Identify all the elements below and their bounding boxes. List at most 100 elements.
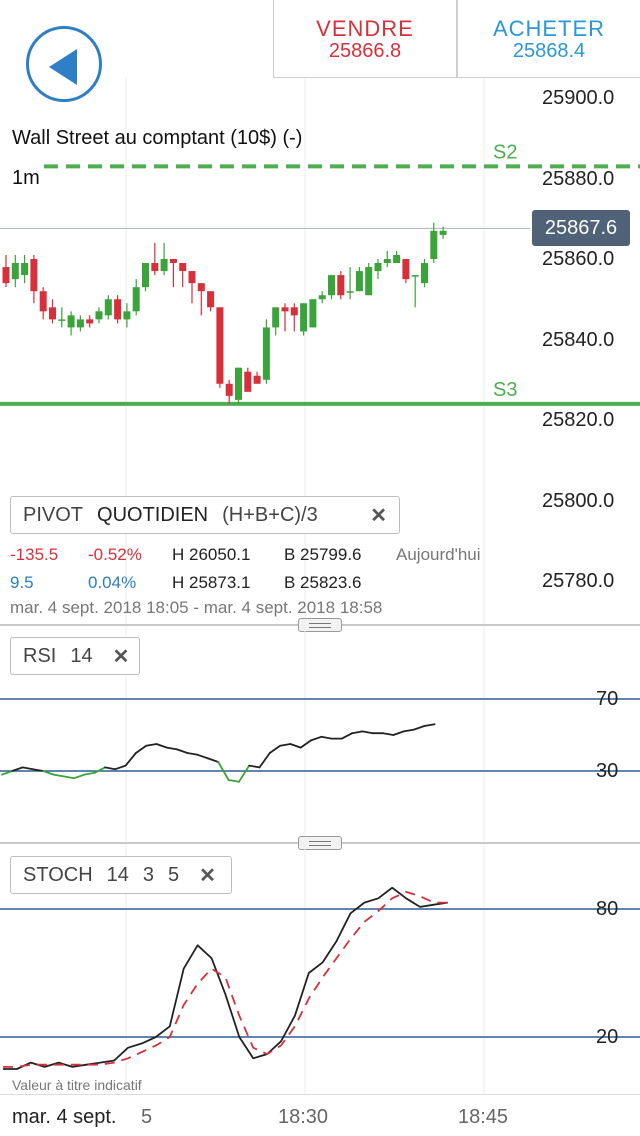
rsi-level-70: 70 [596,688,619,710]
pivot-high: H 26050.1 [172,545,251,564]
rsi-segment [248,764,261,769]
rsi-segment [268,744,282,754]
candle-body [30,259,38,292]
rsi-segment [361,730,374,735]
instrument-name: Wall Street au comptant (10$) (-) [12,127,303,149]
timeframe-label[interactable]: 1m [12,167,40,189]
y-tick-label: 25800.0 [542,489,615,512]
stoch-indicator-chip[interactable]: STOCH 14 3 5 ✕ [10,856,232,894]
y-tick-label: 25880.0 [542,167,615,190]
stoch-k-line [3,886,448,1070]
candle-body [104,299,112,316]
candle-body [253,375,261,384]
sell-label: VENDRE [316,16,414,41]
buy-label: ACHETER [492,16,606,41]
candle-body [11,263,19,280]
candle-body [383,259,391,264]
candle-body [39,291,47,312]
rsi-segment [279,743,292,747]
rsi-segment [186,752,199,756]
candle-body [21,263,29,276]
candle-body [123,311,131,320]
back-button[interactable] [26,26,102,102]
candle-body [86,319,94,324]
y-tick-label: 25840.0 [542,328,615,351]
pivot-date-range: mar. 4 sept. 2018 18:05 - mar. 4 sept. 2… [10,598,383,617]
stoch-p2: 3 [142,863,155,886]
close-icon[interactable]: ✕ [199,864,216,887]
rsi-segment [114,764,127,771]
current-price-tag: 25867.6 [532,210,630,247]
rsi-segment [155,743,168,749]
rsi-segment [1,770,14,776]
candle-body [337,275,345,296]
rsi-segment [32,768,45,772]
rsi-segment [62,775,75,780]
stoch-p1: 14 [106,863,129,886]
candle-body [374,263,382,272]
y-tick-label: 25780.0 [542,570,615,592]
rsi-level-30: 30 [596,760,619,782]
price-chart[interactable]: S2 S3 [0,78,640,624]
sell-price: 25866.8 [328,40,402,62]
close-icon[interactable]: ✕ [112,645,130,668]
rsi-chart[interactable] [0,626,640,842]
pivot-change-pct-2: 0.04% [88,573,137,592]
pivot-change-2: 9.5 [10,573,34,592]
buy-button[interactable]: ACHETER 25868.4 [457,0,640,78]
x-label-1845: 18:45 [458,1106,509,1128]
candle-body [355,271,363,292]
sell-button[interactable]: VENDRE 25866.8 [273,0,457,78]
y-tick-label: 25860.0 [542,248,615,270]
candle-body [225,383,233,396]
rsi-segment [258,752,271,769]
candle-body [439,230,447,235]
candle-body [281,307,289,312]
candle-body [49,307,56,320]
candle-body [402,259,410,280]
candle-body [346,291,354,293]
rsi-segment [382,732,395,736]
x-label-date: mar. 4 sept. [12,1106,117,1128]
candle-body [262,327,270,380]
pivot-indicator-chip[interactable]: PIVOT QUOTIDIEN (H+B+C)/3 ✕ [10,496,400,534]
close-icon[interactable]: ✕ [370,504,387,527]
rsi-segment [42,770,55,776]
pivot-low: B 25799.6 [284,545,362,564]
rsi-segment [217,761,230,781]
rsi-segment [145,743,158,747]
pivot-change-pct: -0.52% [88,545,142,564]
rsi-segment [93,766,106,774]
rsi-segment [134,744,148,754]
stoch-chart[interactable] [0,844,640,1094]
candle-body [151,263,159,272]
candle-body [365,267,373,296]
rsi-segment [104,766,117,771]
buy-price: 25868.4 [512,40,586,62]
rsi-segment [21,766,34,771]
rsi-segment [299,739,312,749]
y-tick-label: 25820.0 [542,409,615,431]
rsi-period: 14 [70,644,93,667]
pivot-period: QUOTIDIEN [97,503,209,526]
rsi-name: RSI [23,644,57,667]
candle-body [142,263,149,288]
rsi-segment [227,779,240,783]
x-label-1830: 18:30 [278,1106,329,1128]
candle-body [216,307,224,384]
pivot-low-2: B 25823.6 [284,573,362,592]
rsi-segment [320,735,333,740]
rsi-segment [340,732,354,740]
resize-handle[interactable] [298,836,342,850]
candle-body [132,287,140,312]
candle-body [300,303,308,332]
rsi-segment [310,735,323,742]
back-arrow-icon [49,49,77,85]
candle-body [114,299,122,320]
rsi-segment [351,730,364,735]
rsi-segment [165,746,179,751]
rsi-indicator-chip[interactable]: RSI 14 ✕ [10,637,140,675]
pivot-name: PIVOT [23,503,84,526]
resize-handle[interactable] [298,618,342,632]
rsi-segment [73,773,86,780]
